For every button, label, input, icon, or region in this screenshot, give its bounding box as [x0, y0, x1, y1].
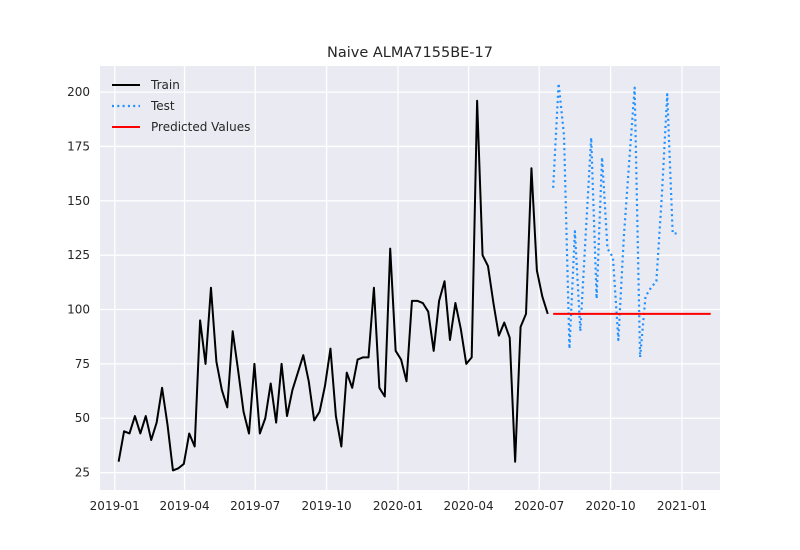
y-tick-label: 100: [67, 303, 90, 317]
y-tick-label: 200: [67, 85, 90, 99]
x-tick-label: 2019-04: [160, 499, 210, 513]
x-tick-label: 2020-10: [586, 499, 636, 513]
series-line-test: [552, 82, 679, 359]
series-lines: [117, 82, 711, 472]
y-tick-label: 75: [75, 357, 90, 371]
x-tick-label: 2020-07: [514, 499, 564, 513]
legend-label-test: Test: [150, 99, 175, 113]
y-tick-label: 50: [75, 411, 90, 425]
legend: Train Test Predicted Values: [112, 78, 250, 134]
x-tick-label: 2020-04: [444, 499, 494, 513]
x-tick-label: 2020-01: [373, 499, 423, 513]
y-tick-label: 175: [67, 139, 90, 153]
x-tick-label: 2019-07: [230, 499, 280, 513]
legend-label-train: Train: [150, 78, 180, 92]
y-axis-ticks: 25 50 75 100 125 150 175 200: [67, 85, 90, 480]
y-tick-label: 150: [67, 194, 90, 208]
x-axis-ticks: 2019-01 2019-04 2019-07 2019-10 2020-01 2020-…: [90, 499, 707, 513]
x-tick-label: 2021-01: [657, 499, 707, 513]
plot-area: [100, 66, 720, 490]
legend-label-predicted-values: Predicted Values: [151, 120, 250, 134]
x-tick-label: 2019-01: [90, 499, 140, 513]
series-line-train: [117, 99, 549, 472]
x-tick-label: 2019-10: [302, 499, 352, 513]
y-tick-label: 25: [75, 466, 90, 480]
chart-title: Naive ALMA7155BE-17: [327, 45, 493, 61]
y-tick-label: 125: [67, 248, 90, 262]
